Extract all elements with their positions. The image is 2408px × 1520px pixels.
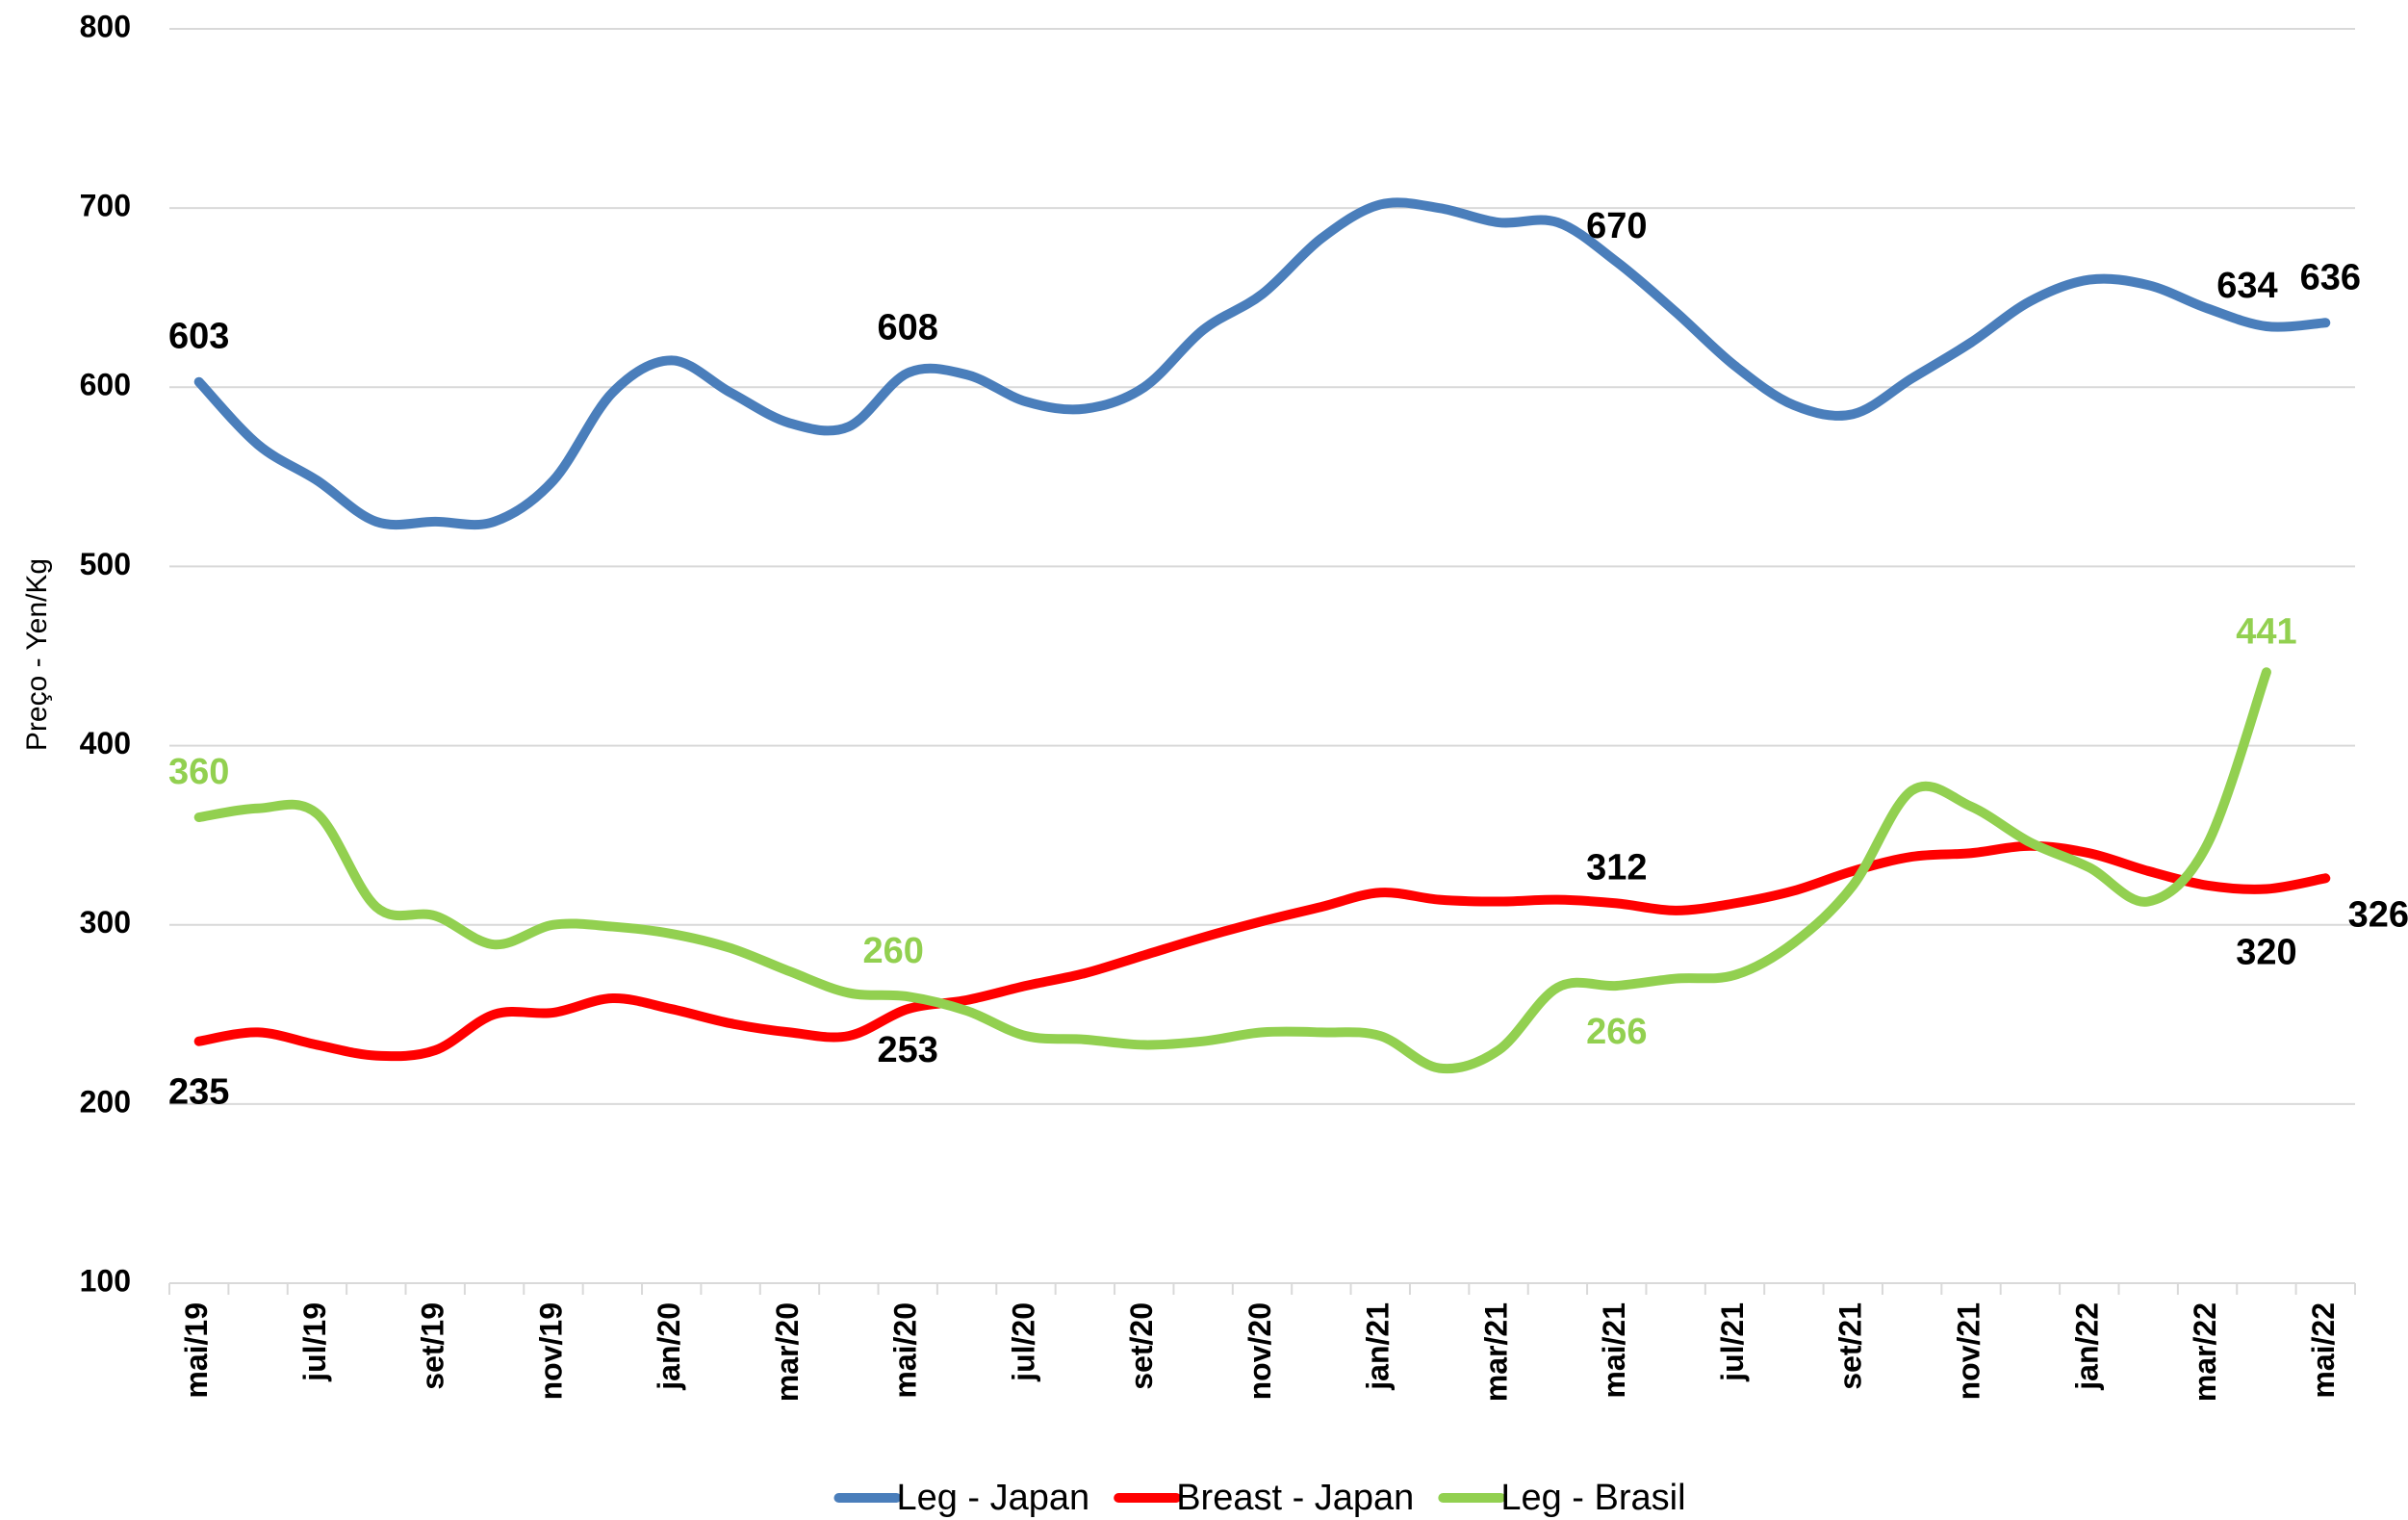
y-tick-label: 100: [80, 1263, 131, 1298]
y-tick-label: 300: [80, 905, 131, 940]
y-tick-label: 800: [80, 9, 131, 43]
x-tick-label: mai/19: [179, 1302, 214, 1399]
y-tick-label: 600: [80, 368, 131, 402]
x-tick-label: jan/20: [652, 1302, 686, 1391]
series-line: [193, 840, 2331, 1062]
data-label: 312: [1586, 847, 1647, 888]
data-label: 608: [878, 307, 938, 348]
x-tick-label: nov/20: [1242, 1302, 1277, 1400]
x-tick-label: jul/21: [1715, 1302, 1750, 1382]
x-tick-label: jan/21: [1361, 1302, 1396, 1391]
data-label: 670: [1586, 206, 1647, 246]
x-tick-label: set/20: [1124, 1302, 1159, 1390]
y-tick-label: 500: [80, 547, 131, 581]
data-label: 260: [863, 931, 924, 971]
data-label: 326: [2348, 894, 2408, 935]
legend-label: Leg - Brasil: [1500, 1478, 1685, 1518]
x-tick-label: mai/21: [1597, 1302, 1631, 1399]
legend-label: Leg - Japan: [896, 1478, 1089, 1518]
y-tick-label: 400: [80, 726, 131, 760]
y-tick-label: 700: [80, 189, 131, 223]
legend-item: Breast - Japan: [1114, 1478, 1414, 1518]
data-label: 441: [2236, 611, 2296, 652]
series-line: [193, 197, 2331, 530]
data-label: 235: [168, 1072, 229, 1113]
y-tick-label: 200: [80, 1084, 131, 1119]
data-label: 634: [2216, 266, 2277, 306]
data-label: 266: [1586, 1012, 1647, 1052]
legend-item: Leg - Brasil: [1438, 1478, 1686, 1518]
data-label: 360: [168, 752, 229, 792]
x-tick-label: mar/22: [2188, 1302, 2222, 1402]
series-line: [193, 667, 2271, 1074]
x-tick-label: mai/22: [2306, 1302, 2341, 1399]
x-tick-label: mar/20: [770, 1302, 805, 1402]
x-tick-label: jul/19: [297, 1302, 332, 1382]
x-tick-label: nov/19: [533, 1302, 568, 1400]
legend-item: Leg - Japan: [833, 1478, 1089, 1518]
data-label: 636: [2300, 257, 2361, 297]
y-axis-title: Preço - Yen/Kg: [21, 558, 53, 751]
data-label: 320: [2236, 933, 2296, 973]
legend-label: Breast - Japan: [1176, 1478, 1414, 1518]
x-tick-label: nov/21: [1951, 1302, 1985, 1400]
x-tick-label: set/19: [416, 1302, 450, 1390]
x-tick-label: jul/20: [1006, 1302, 1040, 1382]
x-tick-label: jan/22: [2069, 1302, 2104, 1391]
x-tick-label: mar/21: [1478, 1302, 1513, 1402]
x-tick-label: set/21: [1833, 1302, 1868, 1390]
x-tick-label: mai/20: [888, 1302, 923, 1399]
data-label: 253: [878, 1030, 938, 1070]
data-label: 603: [168, 317, 229, 357]
